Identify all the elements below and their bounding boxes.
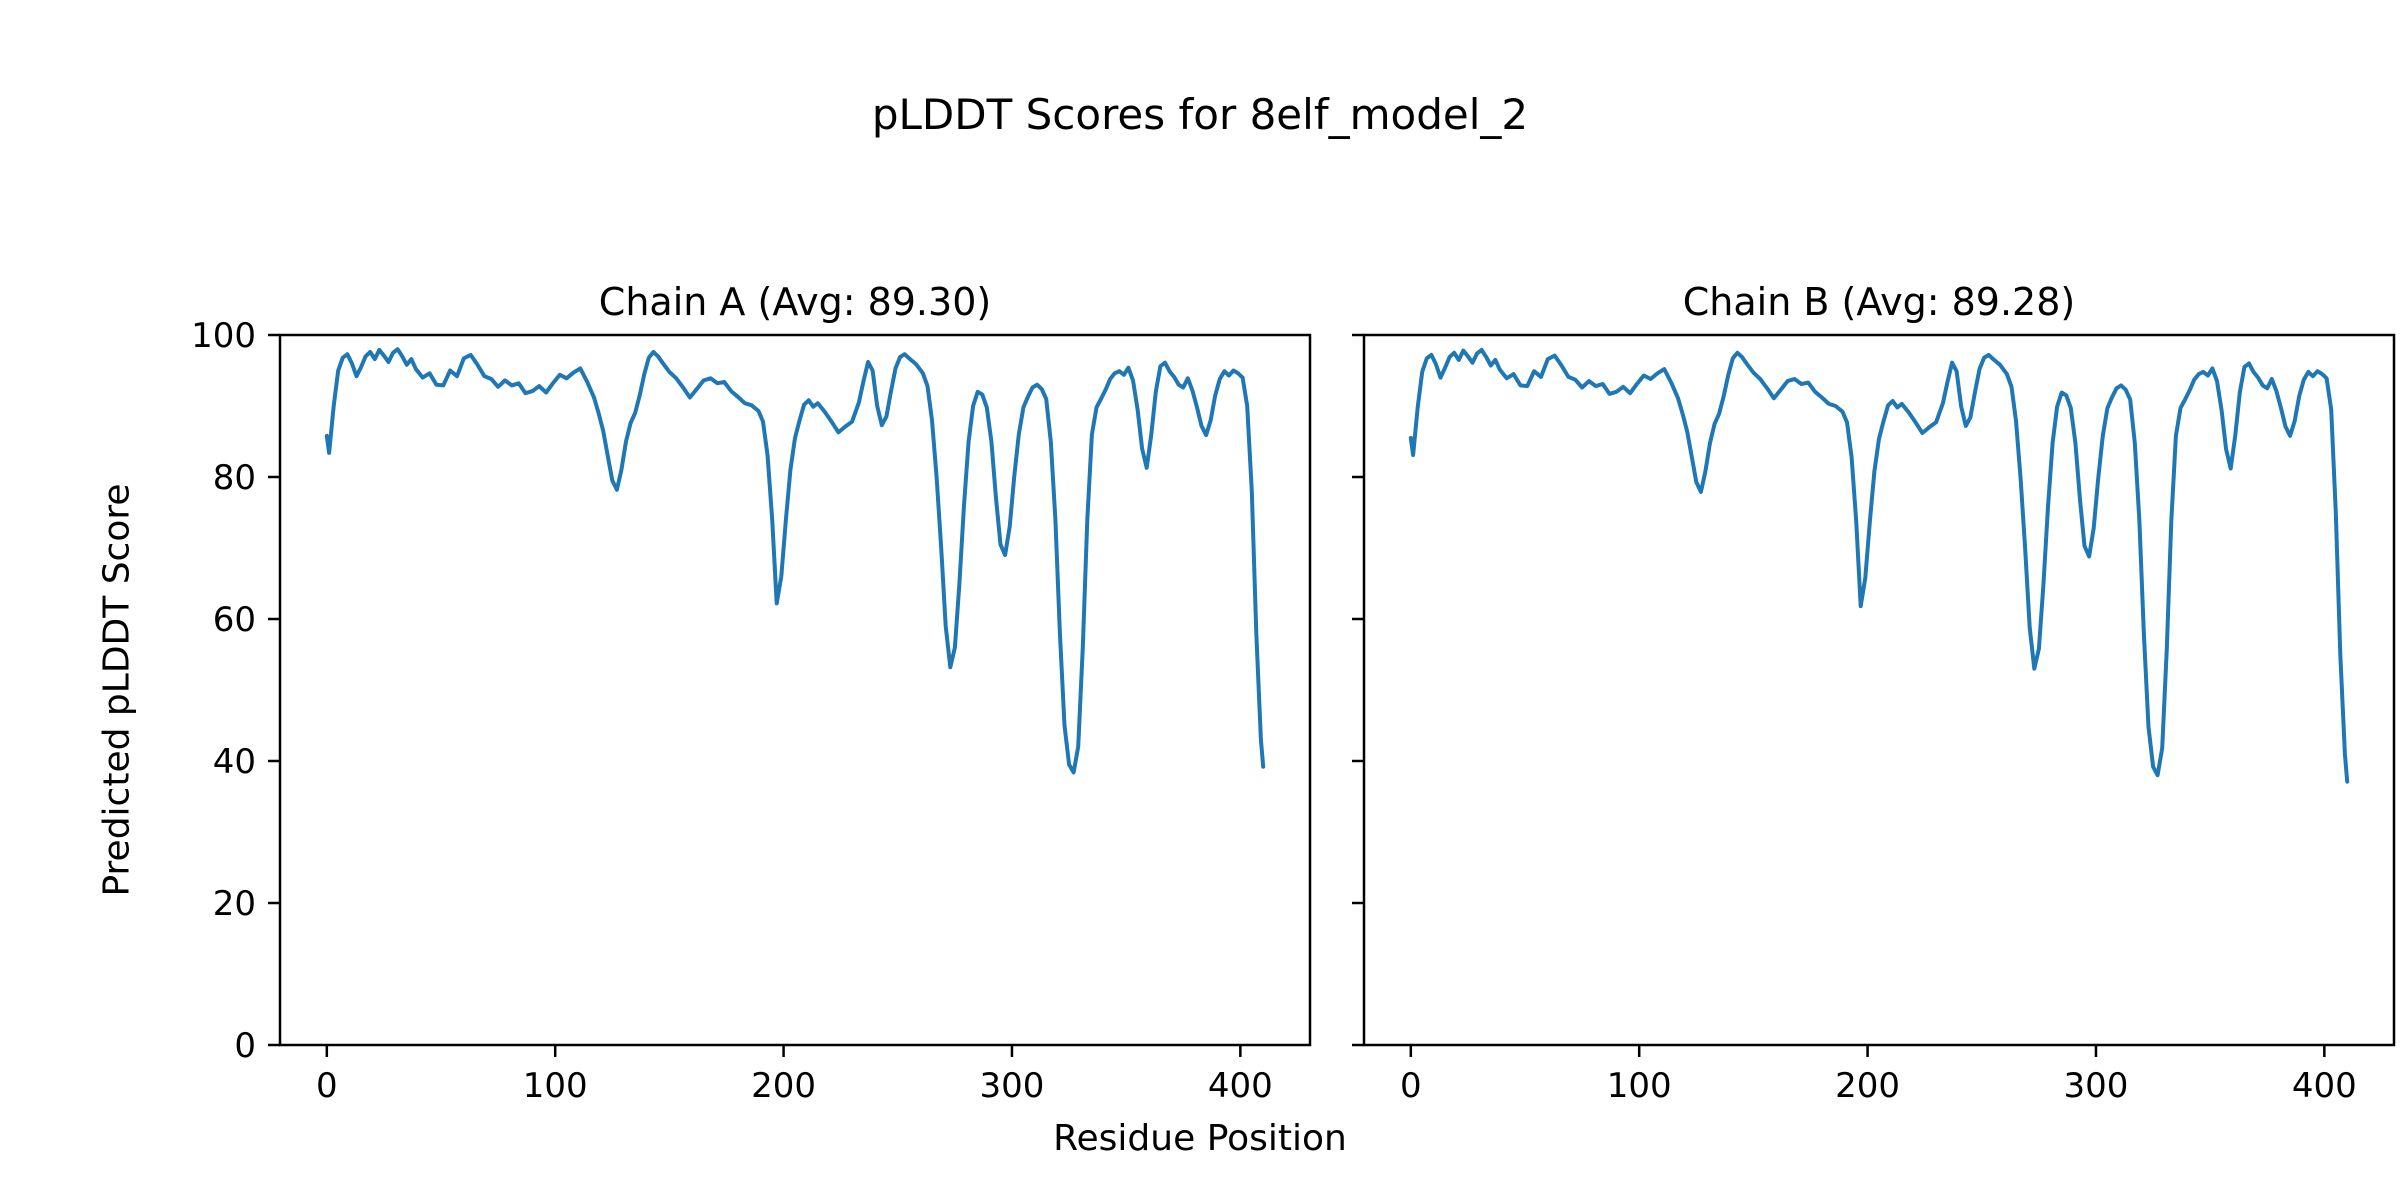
plddt-line-chain-b	[1408, 347, 2350, 784]
y-tick-label-chain-a: 100	[191, 316, 256, 356]
y-tick-label-chain-a: 20	[213, 884, 256, 924]
y-tick-label-chain-a: 60	[213, 600, 256, 640]
y-tick-label-chain-a: 80	[213, 458, 256, 498]
x-tick-label-chain-b: 0	[1400, 1066, 1422, 1106]
y-axis-label: Predicted pLDDT Score	[96, 483, 138, 897]
x-tick-label-chain-a: 100	[523, 1066, 588, 1106]
x-tick-label-chain-a: 300	[980, 1066, 1045, 1106]
x-tick-label-chain-b: 200	[1835, 1066, 1900, 1106]
panel-title-chain-b: Chain B (Avg: 89.28)	[1682, 280, 2076, 324]
y-tick-label-chain-a: 0	[234, 1026, 256, 1066]
x-tick-label-chain-a: 400	[1208, 1066, 1273, 1106]
x-tick-label-chain-a: 200	[751, 1066, 816, 1106]
x-axis-label: Residue Position	[1053, 1118, 1347, 1159]
x-tick-label-chain-a: 0	[316, 1066, 338, 1106]
x-tick-label-chain-b: 400	[2292, 1066, 2357, 1106]
x-tick-label-chain-b: 300	[2064, 1066, 2129, 1106]
axes-box-chain-b	[1362, 333, 2396, 1047]
panel-title-chain-a: Chain A (Avg: 89.30)	[598, 280, 992, 324]
y-tick-label-chain-a: 40	[213, 742, 256, 782]
figure-title: pLDDT Scores for 8elf_model_2	[871, 90, 1529, 139]
plddt-line-chain-a	[324, 347, 1266, 775]
x-tick-label-chain-b: 100	[1607, 1066, 1672, 1106]
axes-box-chain-a	[278, 333, 1312, 1047]
